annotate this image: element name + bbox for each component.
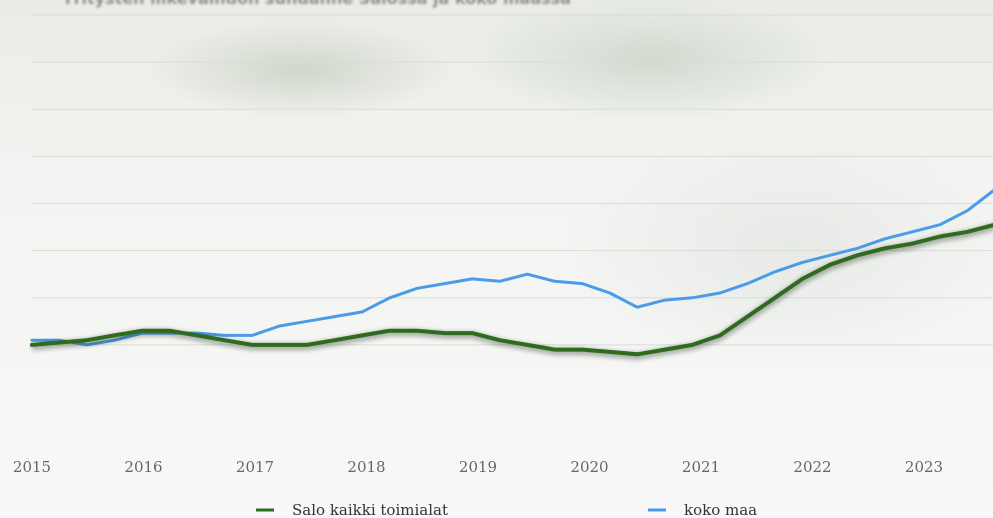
x-tick-label: 2022 [793,458,831,476]
x-tick-label: 2021 [682,458,720,476]
series-line-koko-maa [30,189,993,347]
x-tick-label: 2017 [236,458,274,476]
chart-title: Yritysten liikevaihdon suhdanne Salossa … [62,0,571,8]
legend-label-salo: Salo kaikki toimialat [292,501,448,518]
x-tick-label: 2015 [13,458,51,476]
x-tick-label: 2019 [459,458,497,476]
x-tick-label: 2023 [905,458,943,476]
x-tick-label: 2018 [347,458,385,476]
legend: Salo kaikki toimialat koko maa [256,501,757,518]
x-axis-ticks: 2015 2016 2017 2018 2019 2020 2021 2022 2023 [13,458,943,476]
grid-lines [32,14,993,346]
x-tick-label: 2020 [570,458,608,476]
legend-label-koko-maa: koko maa [684,501,757,518]
series-line-salo-shadow [31,223,993,360]
series-line-salo [30,223,993,357]
x-tick-label: 2016 [124,458,162,476]
series-layer [30,189,993,360]
